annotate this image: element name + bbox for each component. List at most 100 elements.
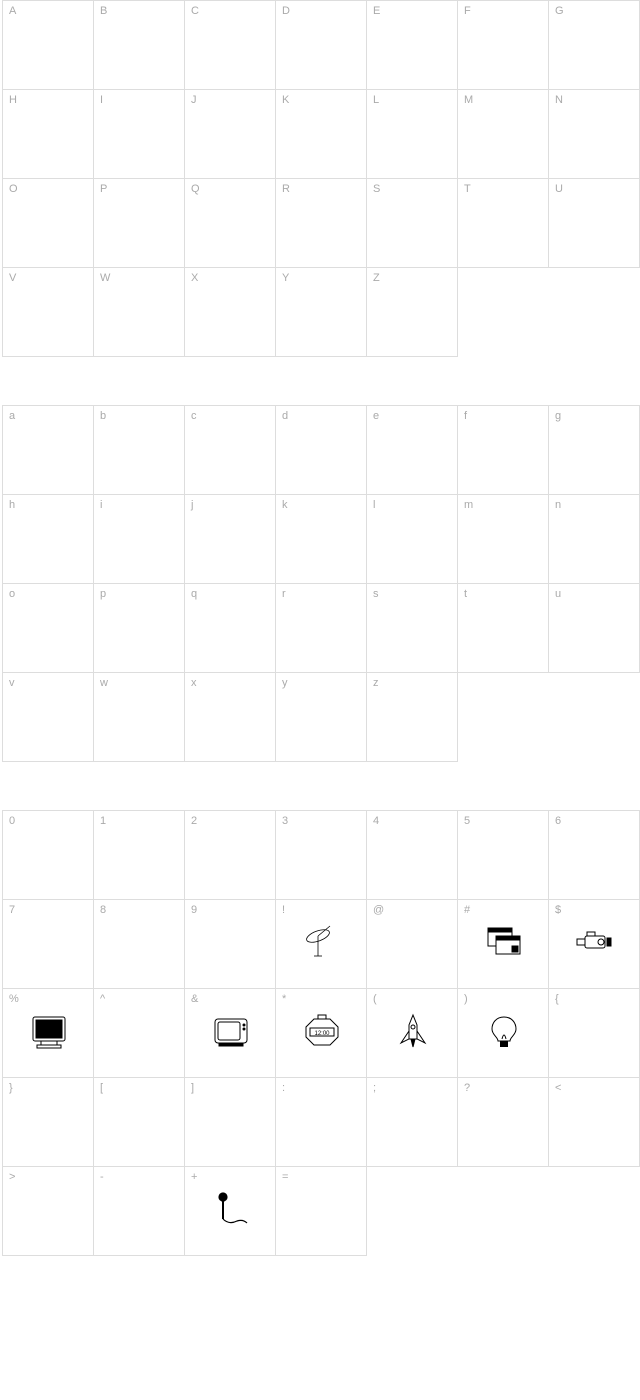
char-cell[interactable]: t: [458, 584, 549, 673]
char-cell[interactable]: I: [94, 90, 185, 179]
char-cell[interactable]: Y: [276, 268, 367, 357]
char-cell[interactable]: q: [185, 584, 276, 673]
char-cell[interactable]: x: [185, 673, 276, 762]
char-cell[interactable]: L: [367, 90, 458, 179]
char-cell[interactable]: e: [367, 406, 458, 495]
char-cell[interactable]: l: [367, 495, 458, 584]
char-cell[interactable]: y: [276, 673, 367, 762]
char-label: M: [464, 94, 473, 106]
char-cell[interactable]: J: [185, 90, 276, 179]
char-cell[interactable]: R: [276, 179, 367, 268]
char-cell[interactable]: }: [3, 1078, 94, 1167]
char-cell[interactable]: n: [549, 495, 640, 584]
char-cell[interactable]: ): [458, 989, 549, 1078]
char-cell[interactable]: 5: [458, 811, 549, 900]
char-cell[interactable]: C: [185, 1, 276, 90]
char-cell[interactable]: v: [3, 673, 94, 762]
char-cell[interactable]: {: [549, 989, 640, 1078]
char-cell[interactable]: 1: [94, 811, 185, 900]
char-cell[interactable]: 2: [185, 811, 276, 900]
char-cell[interactable]: ]: [185, 1078, 276, 1167]
char-cell[interactable]: Z: [367, 268, 458, 357]
char-cell[interactable]: +: [185, 1167, 276, 1256]
char-cell[interactable]: h: [3, 495, 94, 584]
char-cell[interactable]: j: [185, 495, 276, 584]
char-cell[interactable]: T: [458, 179, 549, 268]
char-cell[interactable]: 6: [549, 811, 640, 900]
char-cell[interactable]: -: [94, 1167, 185, 1256]
char-cell[interactable]: 3: [276, 811, 367, 900]
char-cell[interactable]: f: [458, 406, 549, 495]
char-cell[interactable]: P: [94, 179, 185, 268]
char-label: Z: [373, 272, 380, 284]
char-cell[interactable]: k: [276, 495, 367, 584]
char-cell[interactable]: p: [94, 584, 185, 673]
char-cell[interactable]: o: [3, 584, 94, 673]
char-cell[interactable]: A: [3, 1, 94, 90]
char-cell[interactable]: ;: [367, 1078, 458, 1167]
char-cell[interactable]: $: [549, 900, 640, 989]
char-cell[interactable]: i: [94, 495, 185, 584]
char-cell[interactable]: <: [549, 1078, 640, 1167]
char-cell[interactable]: 9: [185, 900, 276, 989]
char-label: q: [191, 588, 197, 600]
char-cell[interactable]: b: [94, 406, 185, 495]
char-cell[interactable]: !: [276, 900, 367, 989]
char-cell[interactable]: #: [458, 900, 549, 989]
char-cell[interactable]: (: [367, 989, 458, 1078]
char-cell[interactable]: S: [367, 179, 458, 268]
char-cell[interactable]: =: [276, 1167, 367, 1256]
char-cell[interactable]: W: [94, 268, 185, 357]
char-cell[interactable]: 7: [3, 900, 94, 989]
char-cell[interactable]: 4: [367, 811, 458, 900]
char-label: O: [9, 183, 18, 195]
char-cell[interactable]: m: [458, 495, 549, 584]
empty-cell: [458, 673, 549, 762]
empty-cell: [549, 673, 640, 762]
char-cell[interactable]: r: [276, 584, 367, 673]
char-cell[interactable]: X: [185, 268, 276, 357]
char-cell[interactable]: N: [549, 90, 640, 179]
char-cell[interactable]: z: [367, 673, 458, 762]
char-cell[interactable]: [: [94, 1078, 185, 1167]
char-cell[interactable]: B: [94, 1, 185, 90]
char-label: $: [555, 904, 561, 916]
char-cell[interactable]: @: [367, 900, 458, 989]
char-cell[interactable]: &: [185, 989, 276, 1078]
char-cell[interactable]: :: [276, 1078, 367, 1167]
empty-cell: [458, 268, 549, 357]
char-cell[interactable]: a: [3, 406, 94, 495]
window-icon: [482, 922, 526, 966]
char-label: @: [373, 904, 384, 916]
char-cell[interactable]: 0: [3, 811, 94, 900]
char-cell[interactable]: M: [458, 90, 549, 179]
antenna-icon: [300, 922, 344, 966]
char-cell[interactable]: U: [549, 179, 640, 268]
char-cell[interactable]: %: [3, 989, 94, 1078]
char-cell[interactable]: D: [276, 1, 367, 90]
char-cell[interactable]: E: [367, 1, 458, 90]
char-cell[interactable]: 8: [94, 900, 185, 989]
char-cell[interactable]: d: [276, 406, 367, 495]
char-cell[interactable]: O: [3, 179, 94, 268]
char-label: 1: [100, 815, 106, 827]
char-cell[interactable]: u: [549, 584, 640, 673]
char-cell[interactable]: K: [276, 90, 367, 179]
char-label: W: [100, 272, 110, 284]
char-cell[interactable]: c: [185, 406, 276, 495]
char-label: x: [191, 677, 197, 689]
empty-cell: [549, 1167, 640, 1256]
char-cell[interactable]: G: [549, 1, 640, 90]
char-cell[interactable]: ^: [94, 989, 185, 1078]
char-cell[interactable]: ?: [458, 1078, 549, 1167]
char-cell[interactable]: *12:00: [276, 989, 367, 1078]
char-cell[interactable]: V: [3, 268, 94, 357]
char-cell[interactable]: >: [3, 1167, 94, 1256]
char-cell[interactable]: F: [458, 1, 549, 90]
char-cell[interactable]: Q: [185, 179, 276, 268]
char-cell[interactable]: g: [549, 406, 640, 495]
char-label: T: [464, 183, 471, 195]
char-cell[interactable]: H: [3, 90, 94, 179]
char-cell[interactable]: w: [94, 673, 185, 762]
char-cell[interactable]: s: [367, 584, 458, 673]
